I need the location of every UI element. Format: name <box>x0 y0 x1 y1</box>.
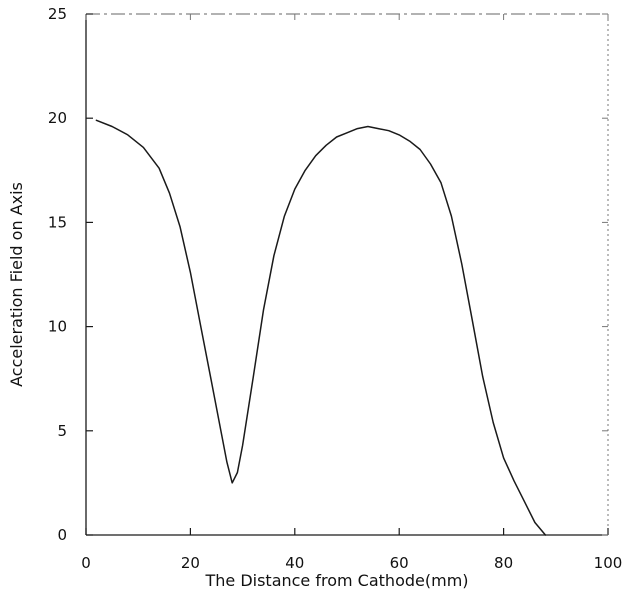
x-tick-label: 0 <box>81 554 91 572</box>
y-tick-label: 15 <box>48 213 67 231</box>
x-tick-label: 80 <box>494 554 513 572</box>
y-tick-label: 10 <box>48 318 67 336</box>
x-tick-label: 60 <box>390 554 409 572</box>
series-group <box>95 119 547 536</box>
y-tick-label: 5 <box>57 422 67 440</box>
x-tick-label: 100 <box>594 554 623 572</box>
y-tick-label: 0 <box>57 526 67 544</box>
series-line <box>95 119 547 536</box>
x-axis-label: The Distance from Cathode(mm) <box>204 571 468 590</box>
y-axis-label: Acceleration Field on Axis <box>7 182 26 387</box>
tick-labels: 0 20 40 60 80 100 0 5 10 15 20 25 <box>48 5 622 572</box>
axis-ticks <box>85 13 609 536</box>
y-tick-label: 20 <box>48 109 67 127</box>
x-tick-label: 20 <box>181 554 200 572</box>
x-tick-label: 40 <box>285 554 304 572</box>
plot-frame <box>85 13 609 536</box>
y-tick-label: 25 <box>48 5 67 23</box>
